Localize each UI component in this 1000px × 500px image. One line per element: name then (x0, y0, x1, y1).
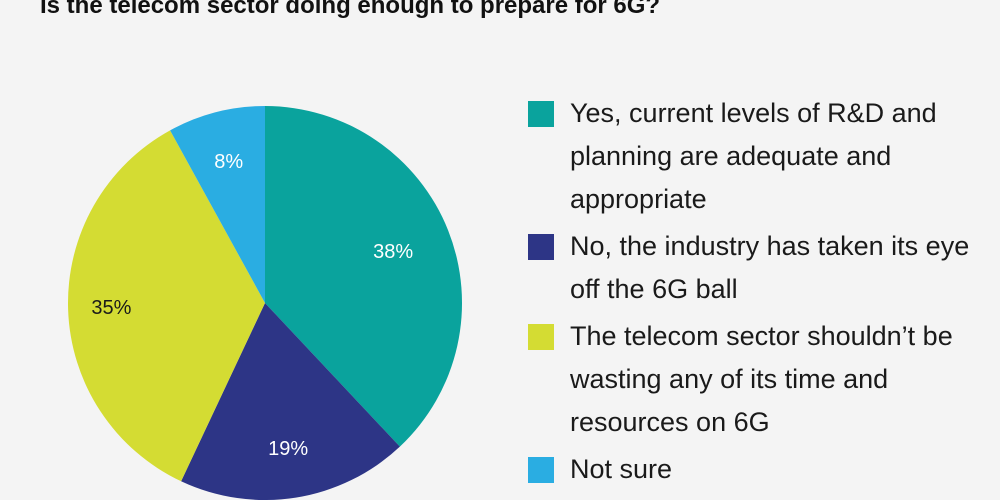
pie-slice-shouldnt (68, 130, 265, 482)
legend-item-yes: Yes, current levels of R&D and planning … (528, 92, 988, 221)
pie-slice-no (181, 303, 400, 500)
legend-item-not-sure: Not sure (528, 448, 988, 491)
legend-label-yes: Yes, current levels of R&D and planning … (570, 98, 937, 214)
legend-label-shouldnt: The telecom sector shouldn’t be wasting … (570, 321, 953, 437)
slice-label-shouldnt: 35% (91, 297, 131, 319)
chart-title: Is the telecom sector doing enough to pr… (40, 0, 661, 19)
pie-slice-yes (265, 106, 463, 447)
legend-swatch-shouldnt (528, 324, 554, 350)
legend-label-not-sure: Not sure (570, 454, 673, 484)
pie-slice-not-sure (170, 106, 265, 303)
legend-item-shouldnt: The telecom sector shouldn’t be wasting … (528, 315, 988, 444)
legend-swatch-no (528, 234, 554, 260)
slice-label-no: 19% (268, 438, 308, 460)
legend: Yes, current levels of R&D and planning … (528, 92, 988, 495)
legend-label-no: No, the industry has taken its eye off t… (570, 231, 970, 304)
legend-swatch-yes (528, 101, 554, 127)
slice-label-yes: 38% (373, 241, 413, 263)
legend-swatch-not-sure (528, 457, 554, 483)
legend-item-no: No, the industry has taken its eye off t… (528, 225, 988, 311)
slice-label-not-sure: 8% (214, 151, 243, 173)
